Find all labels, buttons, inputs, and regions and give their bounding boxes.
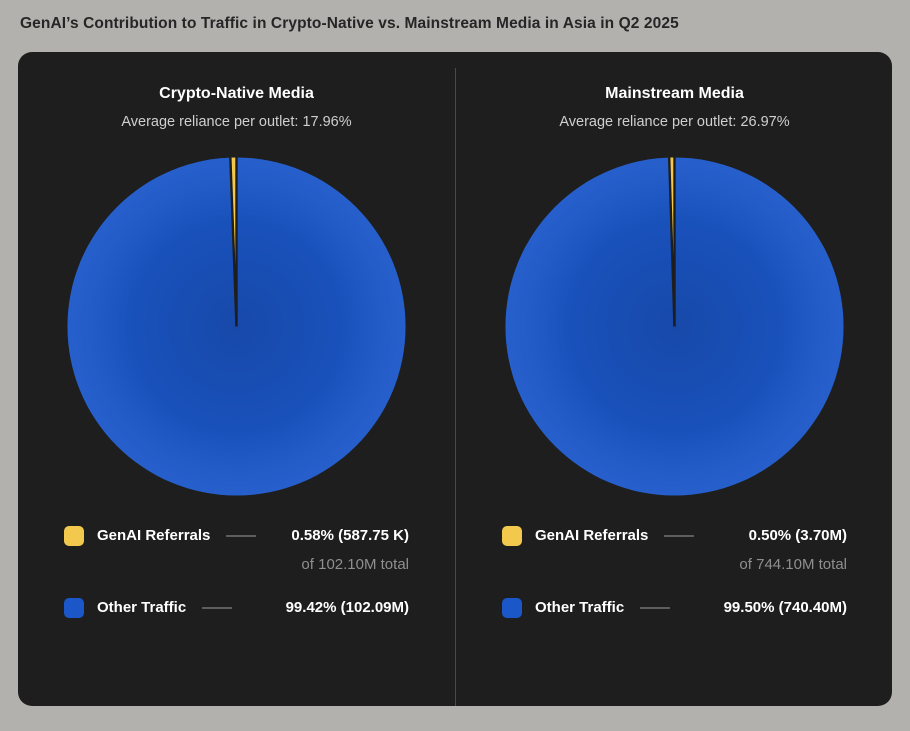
legend-label: GenAI Referrals xyxy=(97,527,211,544)
legend-dash xyxy=(226,535,257,537)
legend-value-block: 99.42% (102.09M) xyxy=(286,598,409,618)
column-title: Mainstream Media xyxy=(605,85,744,102)
legend-value-block: 0.58% (587.75 K) of 102.10M total xyxy=(291,526,409,574)
page-title: GenAI’s Contribution to Traffic in Crypt… xyxy=(20,15,679,32)
legend-value: 0.50% (3.70M) xyxy=(748,527,847,544)
chart-column-mainstream: Mainstream Media Average reliance per ou… xyxy=(456,68,893,706)
legend-row-other: Other Traffic 99.42% (102.09M) xyxy=(64,598,409,618)
legend-value-block: 99.50% (740.40M) xyxy=(724,598,847,618)
legend-dash xyxy=(202,607,233,609)
legend-label: Other Traffic xyxy=(535,599,625,616)
legend-value: 0.58% (587.75 K) xyxy=(291,527,409,544)
genai-swatch xyxy=(502,526,522,546)
legend-row-other: Other Traffic 99.50% (740.40M) xyxy=(502,598,847,618)
legend-label: GenAI Referrals xyxy=(535,527,649,544)
pie-chart xyxy=(67,157,406,496)
other-traffic-swatch xyxy=(64,598,84,618)
other-traffic-swatch xyxy=(502,598,522,618)
legend: GenAI Referrals 0.50% (3.70M) of 744.10M… xyxy=(502,526,847,618)
legend-value: 99.42% (102.09M) xyxy=(285,599,409,616)
legend: GenAI Referrals 0.58% (587.75 K) of 102.… xyxy=(64,526,409,618)
chart-column-crypto-native: Crypto-Native Media Average reliance per… xyxy=(18,68,456,706)
column-subtitle: Average reliance per outlet: 17.96% xyxy=(121,114,352,130)
pie-chart-container xyxy=(502,154,847,499)
pie-chart xyxy=(505,157,844,496)
column-subtitle: Average reliance per outlet: 26.97% xyxy=(559,114,790,130)
legend-value: 99.50% (740.40M) xyxy=(723,599,847,616)
legend-total: of 744.10M total xyxy=(739,556,847,573)
column-title: Crypto-Native Media xyxy=(159,85,314,102)
legend-row-genai: GenAI Referrals 0.58% (587.75 K) of 102.… xyxy=(64,526,409,574)
legend-total: of 102.10M total xyxy=(301,556,409,573)
pie-chart-container xyxy=(64,154,409,499)
legend-value-block: 0.50% (3.70M) of 744.10M total xyxy=(739,526,847,574)
chart-panel: Crypto-Native Media Average reliance per… xyxy=(18,52,892,706)
legend-label: Other Traffic xyxy=(97,599,187,616)
legend-row-genai: GenAI Referrals 0.50% (3.70M) of 744.10M… xyxy=(502,526,847,574)
legend-dash xyxy=(664,535,695,537)
legend-dash xyxy=(640,607,671,609)
genai-swatch xyxy=(64,526,84,546)
